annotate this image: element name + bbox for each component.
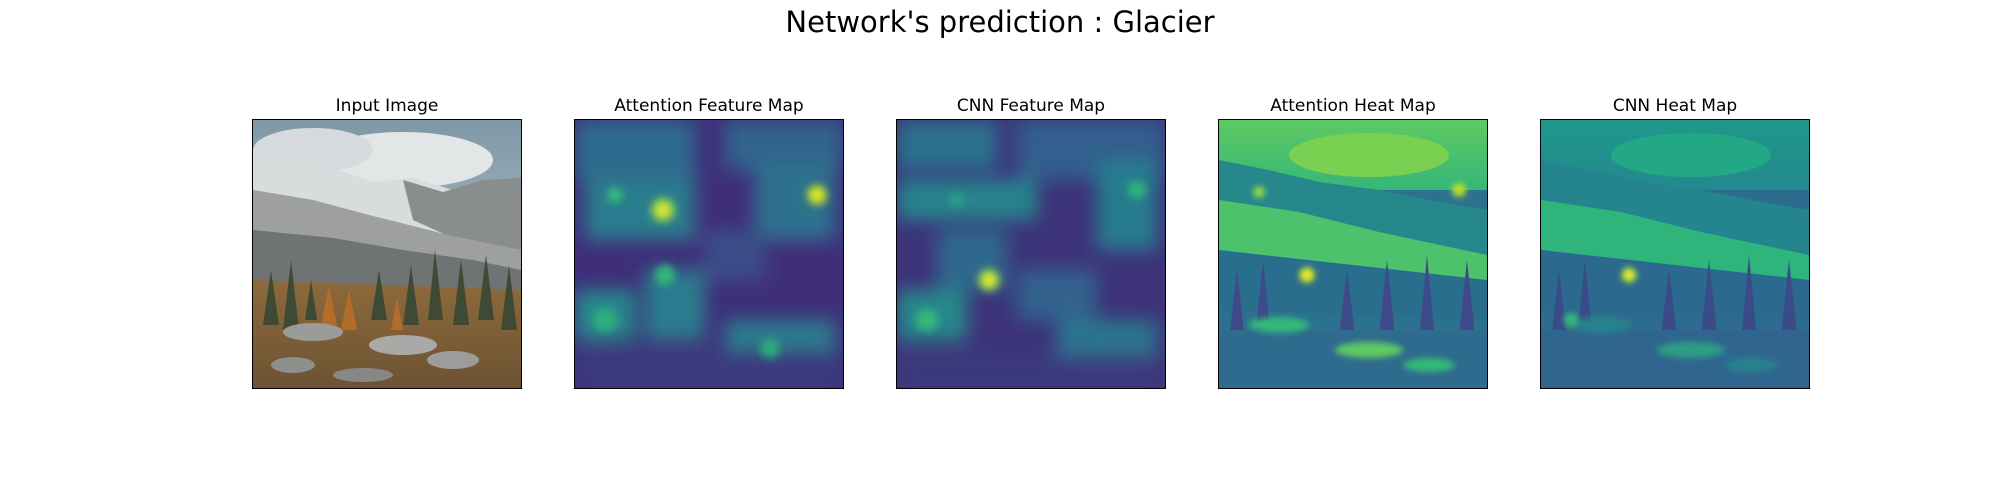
attention-feature-map	[574, 119, 844, 389]
panel-title-attention-heat-map: Attention Heat Map	[1270, 96, 1436, 116]
panel-title-input-image: Input Image	[335, 96, 439, 116]
panel-title-attention-feature-map: Attention Feature Map	[614, 96, 804, 116]
cnn-heat-map	[1540, 119, 1810, 389]
input-image	[252, 119, 522, 389]
panel-title-cnn-heat-map: CNN Heat Map	[1612, 96, 1738, 116]
attention-heat-map	[1218, 119, 1488, 389]
panel-title-cnn-feature-map: CNN Feature Map	[956, 96, 1106, 116]
cnn-feature-map	[896, 119, 1166, 389]
figure-title: Network's prediction : Glacier	[785, 5, 1215, 39]
